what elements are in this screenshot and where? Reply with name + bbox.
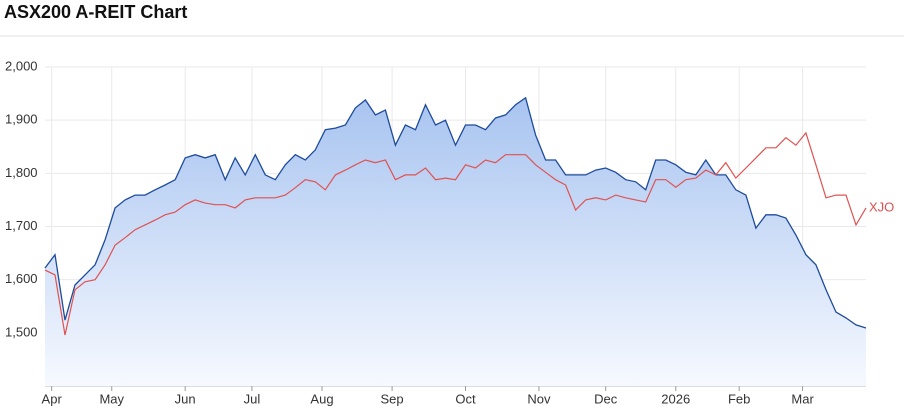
y-tick-label: 1,700: [5, 218, 38, 233]
x-tick-label: Jul: [244, 391, 261, 406]
y-tick-label: 1,600: [5, 271, 38, 286]
area-line: [44, 96, 867, 329]
x-tick-label: Aug: [310, 391, 333, 406]
y-tick-label: 1,800: [5, 165, 38, 180]
x-tick-label: 2026: [661, 391, 690, 406]
x-tick-label: May: [99, 391, 124, 406]
chart-title: ASX200 A-REIT Chart: [4, 2, 187, 22]
x-tick-label: Oct: [455, 391, 476, 406]
area-fill: [45, 97, 866, 387]
y-tick-label: 1,900: [5, 112, 38, 127]
x-tick-label: Nov: [527, 391, 551, 406]
series-label: XJO: [869, 199, 894, 214]
y-tick-label: 2,000: [5, 58, 38, 73]
x-tick-label: Mar: [791, 391, 814, 406]
series-line: [44, 131, 867, 336]
y-tick-label: 1,500: [5, 324, 38, 339]
x-tick-label: Apr: [42, 391, 63, 406]
x-tick-label: Feb: [728, 391, 750, 406]
x-tick-label: Sep: [381, 391, 404, 406]
x-tick-label: Jun: [175, 391, 196, 406]
x-tick-label: Dec: [594, 391, 618, 406]
